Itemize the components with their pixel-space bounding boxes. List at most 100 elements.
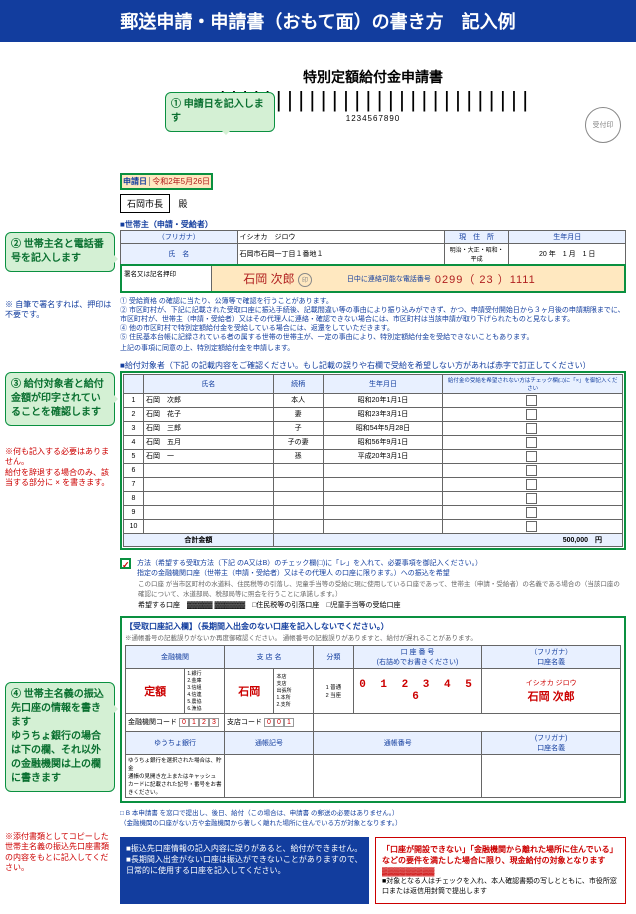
r4-b: 昭和56年9月1日	[323, 435, 443, 449]
bank-title: 【受取口座記入欄】（長期間入出金のない口座を記入しないでください。）	[125, 621, 621, 632]
r2-r: 妻	[273, 407, 323, 421]
note-4: ④ 他の市区町村で特別定額給付金を受給している場合には、返還をしていただきます。	[120, 324, 626, 333]
total-unit: 円	[595, 537, 602, 544]
mayor-line: 石岡市長 殿	[120, 194, 626, 213]
val-era: 明治・大正・昭和・平成	[444, 244, 509, 265]
mayor-name: 石岡市長	[127, 199, 163, 209]
bank-sub: ※通帳番号の記載誤りがないか再度御確認ください。 通帳番号の記載誤りがありますと…	[125, 632, 621, 642]
method-options: 希望する口座 ▓▓▓▓▓ ▓▓▓▓▓▓ □住民税等の引落口座 □児童手当等の受給…	[138, 600, 626, 610]
account-number: 0 1 2 3 4 5 6	[359, 679, 476, 703]
r3-b: 昭和54年5月28日	[323, 421, 443, 435]
yh0: 通帳記号	[224, 731, 313, 754]
household-label: ■世帯主（申請・受給者）	[120, 219, 626, 230]
receipt-stamp: 受付印	[585, 107, 621, 143]
r4-n: 石岡 五月	[143, 435, 273, 449]
bank-type: 定額	[144, 686, 166, 698]
callout-4-note: ※添付書類としてコピーした世帯主名義の振込先口座書類の内容をもとに記入してくださ…	[5, 832, 115, 874]
date-value: 令和2年5月26日	[152, 177, 210, 186]
bh2: 支 店 名	[224, 645, 313, 668]
note-2: ② 市区町村が、下記に記載された受取口座に振込手続後、記載間違い等の事由により振…	[120, 306, 626, 324]
phone-label: 日中に連絡可能な電話番号	[347, 274, 431, 284]
yh2: (フリガナ) 口座名義	[482, 731, 621, 754]
r5-i: 5	[124, 449, 144, 463]
branch-name: 石岡	[238, 686, 260, 698]
callout-2: ② 世帯主名と電話番号を記入します	[5, 232, 115, 272]
signature-row: 署名又は記名押印 石岡 次郎 印 日中に連絡可能な電話番号 0299（ 23 ）…	[120, 264, 626, 293]
r1-b: 昭和20年1月1日	[323, 393, 443, 407]
method-note: この口座 が当市区町村の水道料、住民税等の引落し、児童手当等の受給に現に使用して…	[138, 578, 626, 598]
bh4: 口 座 番 号 (右詰めでお書きください)	[353, 645, 482, 668]
signature-value: 石岡 次郎	[243, 272, 294, 286]
bh0: 金融機関	[126, 645, 225, 668]
opt0: ▓▓▓▓▓ ▓▓▓▓▓▓	[187, 602, 245, 609]
val-address: 石岡市石岡一丁目１番地１	[237, 244, 444, 265]
r6-i: 6	[124, 463, 144, 477]
callout-1: ① 申請日を記入します	[165, 92, 275, 132]
method-a-checkbox[interactable]: ✓	[120, 558, 131, 569]
date-label: 申請日	[123, 177, 150, 186]
rh-name: 氏名	[143, 374, 273, 393]
recipients-box: 氏名 続柄 生年月日 給付金の受給を希望されない方はチェック欄(□)に「×」を御…	[120, 371, 626, 550]
val-birth: 20 年 1 月 1 日	[509, 244, 626, 265]
bh5: （フリガナ） 口座名義	[482, 645, 621, 668]
note-5: ⑤ 住民基本台帳に記録されている者の属する世帯の世帯主が、一定の事由により、特別…	[120, 333, 626, 342]
r5-chk[interactable]	[526, 451, 537, 462]
footer-red: 「口座が開設できない」「金融機関から離れた場所に住んでいる」などの要件を満たした…	[375, 837, 626, 904]
total-value: 500,000	[563, 537, 588, 544]
r8-chk[interactable]	[526, 493, 537, 504]
consent-notes: ① 受給資格 の確認に当たり、公簿等で確認を行うことがあります。 ② 市区町村が…	[120, 297, 626, 354]
method-intro-text: 方法（希望する受取方法（下記 のA又はB）のチェック欄(□)に「レ」を入れて、必…	[137, 558, 626, 578]
r4-chk[interactable]	[526, 437, 537, 448]
account-class: 1 普通 2 当座	[314, 668, 354, 713]
form-title: 特別定額給付金申請書	[120, 67, 626, 87]
page-body: ① 申請日を記入します ② 世帯主名と電話番号を記入します ※ 自筆で署名すれば…	[0, 42, 636, 914]
sig-label: 署名又は記名押印	[124, 271, 176, 278]
callout-4: ④ 世帯主名義の振込先口座の情報を書きます ゆうちょ銀行の場合は下の欄、それ以外…	[5, 682, 115, 792]
r1-n: 石岡 次郎	[143, 393, 273, 407]
household-table: （フリガナ） イシオカ ジロウ 現 住 所 生年月日 氏 名 石岡市石岡一丁目１…	[120, 230, 626, 265]
r10-chk[interactable]	[526, 521, 537, 532]
r6-chk[interactable]	[526, 465, 537, 476]
note-1: ① 受給資格 の確認に当たり、公簿等で確認を行うことがあります。	[120, 297, 626, 306]
code-label: 金融機関コード	[128, 719, 177, 726]
yucho-label: ゆうちょ銀行	[126, 731, 225, 754]
r5-n: 石岡 一	[143, 449, 273, 463]
r3-chk[interactable]	[526, 423, 537, 434]
col-address: 現 住 所	[444, 231, 509, 244]
footer-notes: ■振込先口座情報の記入内容に誤りがあると、給付ができません。 ■長期間入出金がな…	[120, 837, 626, 904]
r2-b: 昭和23年3月1日	[323, 407, 443, 421]
total-label: 合計金額	[124, 533, 274, 546]
r9-chk[interactable]	[526, 507, 537, 518]
r4-r: 子の妻	[273, 435, 323, 449]
r1-chk[interactable]	[526, 395, 537, 406]
col-name: 氏 名	[121, 244, 238, 265]
option-b: □ B 本申請書 を窓口で提出し、後日、給付（この場合は、申請書 の郵送の必要は…	[120, 807, 626, 827]
r2-n: 石岡 花子	[143, 407, 273, 421]
footer-red-title: 「口座が開設できない」「金融機関から離れた場所に住んでいる」などの要件を満たした…	[382, 844, 619, 878]
bank-table: 金融機関 支 店 名 分類 口 座 番 号 (右詰めでお書きください) （フリガ…	[125, 645, 621, 798]
method-intro: ✓ 方法（希望する受取方法（下記 のA又はB）のチェック欄(□)に「レ」を入れて…	[120, 558, 626, 578]
note-agree: 上記の事項に同意の上、特別定額給付金を申請します。	[120, 344, 626, 353]
r7-i: 7	[124, 477, 144, 491]
footer-red-body: ■対象となる人はチェックを入れ、本人確認書類の写しとともに、市役所窓口または返信…	[382, 877, 619, 897]
opt2: □児童手当等の受給口座	[326, 602, 400, 609]
r7-chk[interactable]	[526, 479, 537, 490]
col-birth: 生年月日	[509, 231, 626, 244]
r4-i: 4	[124, 435, 144, 449]
callout-3: ③ 給付対象者と給付金額が印字されていることを確認します	[5, 372, 115, 426]
mayor-suffix: 殿	[179, 199, 188, 209]
rh-opt: 給付金の受給を希望されない方はチェック欄(□)に「×」を御記入ください	[443, 374, 623, 393]
r2-chk[interactable]	[526, 409, 537, 420]
bank-types: 1.銀行 2.金庫 3.信組 4.信連 5.農協 6.漁協	[185, 668, 225, 713]
r10-i: 10	[124, 519, 144, 533]
r1-r: 本人	[273, 393, 323, 407]
holder-name: 石岡 次郎	[484, 688, 618, 704]
footer-blue: ■振込先口座情報の記入内容に誤りがあると、給付ができません。 ■長期間入出金がな…	[120, 837, 369, 904]
r5-b: 平成20年3月1日	[323, 449, 443, 463]
recipients-intro: ■給付対象者（下記 の記載内容をご確認ください。もし記載の誤りや右欄で受給を希望…	[120, 360, 626, 371]
r3-r: 子	[273, 421, 323, 435]
recipients-table: 氏名 続柄 生年月日 給付金の受給を希望されない方はチェック欄(□)に「×」を御…	[123, 374, 623, 547]
holder-kana: イシオカ ジロウ	[484, 678, 618, 688]
branch-types: 本店 支店 出張所 1.本所 2.支所	[274, 668, 314, 713]
r1-i: 1	[124, 393, 144, 407]
